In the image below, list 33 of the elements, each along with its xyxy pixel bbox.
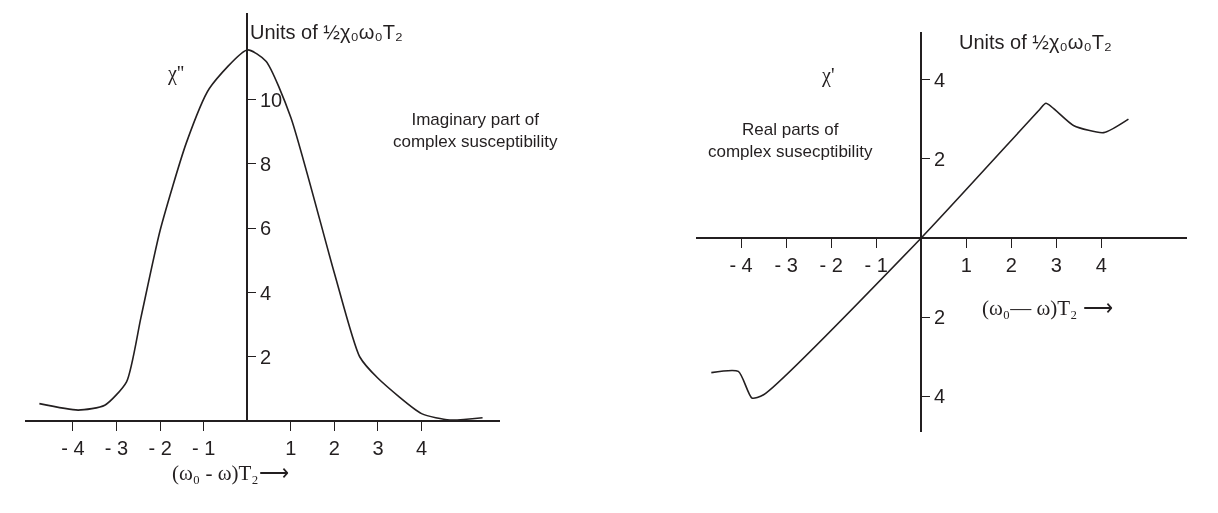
x-tick-label: 1 [285, 436, 297, 459]
y-axis-title: χ' [821, 64, 835, 87]
x-tick-label: - 1 [192, 436, 216, 459]
y-axis-title: χ'' [167, 62, 185, 85]
y-tick-label: 4 [933, 385, 946, 408]
annotation: Real parts of complex susecptibility [708, 120, 873, 162]
annotation: Units of ½χ₀ω₀T₂ [250, 21, 403, 43]
x-tick-label: - 3 [104, 436, 129, 459]
x-tick-label: - 1 [864, 253, 888, 276]
x-tick-label: - 2 [819, 253, 843, 276]
x-tick-label: 4 [1095, 253, 1107, 276]
x-tick-label: 2 [1005, 253, 1017, 276]
y-tick-label: 4 [260, 281, 272, 304]
annotation: Imaginary part of complex susceptibility [393, 110, 558, 152]
y-tick-label: 2 [933, 147, 946, 170]
x-tick-label: 2 [328, 436, 340, 459]
x-axis-title: (ω₀ - ω)T₂⟶ [172, 461, 289, 485]
y-tick-label: 2 [260, 345, 272, 368]
annotation: Units of ½χ₀ω₀T₂ [959, 31, 1112, 53]
y-tick-label: 10 [260, 88, 283, 111]
y-tick-label: 2 [933, 306, 946, 329]
y-tick-label: 6 [260, 217, 272, 240]
x-tick-label: 1 [960, 253, 972, 276]
x-tick-label: 4 [416, 436, 428, 459]
x-tick-label: 3 [1050, 253, 1062, 276]
y-tick-label: 8 [260, 152, 272, 175]
x-tick-label: - 2 [148, 436, 172, 459]
x-tick-label: - 4 [729, 253, 753, 276]
x-tick-label: - 3 [774, 253, 798, 276]
x-tick-label: - 4 [61, 436, 85, 459]
y-tick-label: 4 [933, 68, 946, 91]
x-tick-label: 3 [372, 436, 384, 459]
x-axis-title: (ω₀— ω)T₂ ⟶ [982, 296, 1113, 320]
